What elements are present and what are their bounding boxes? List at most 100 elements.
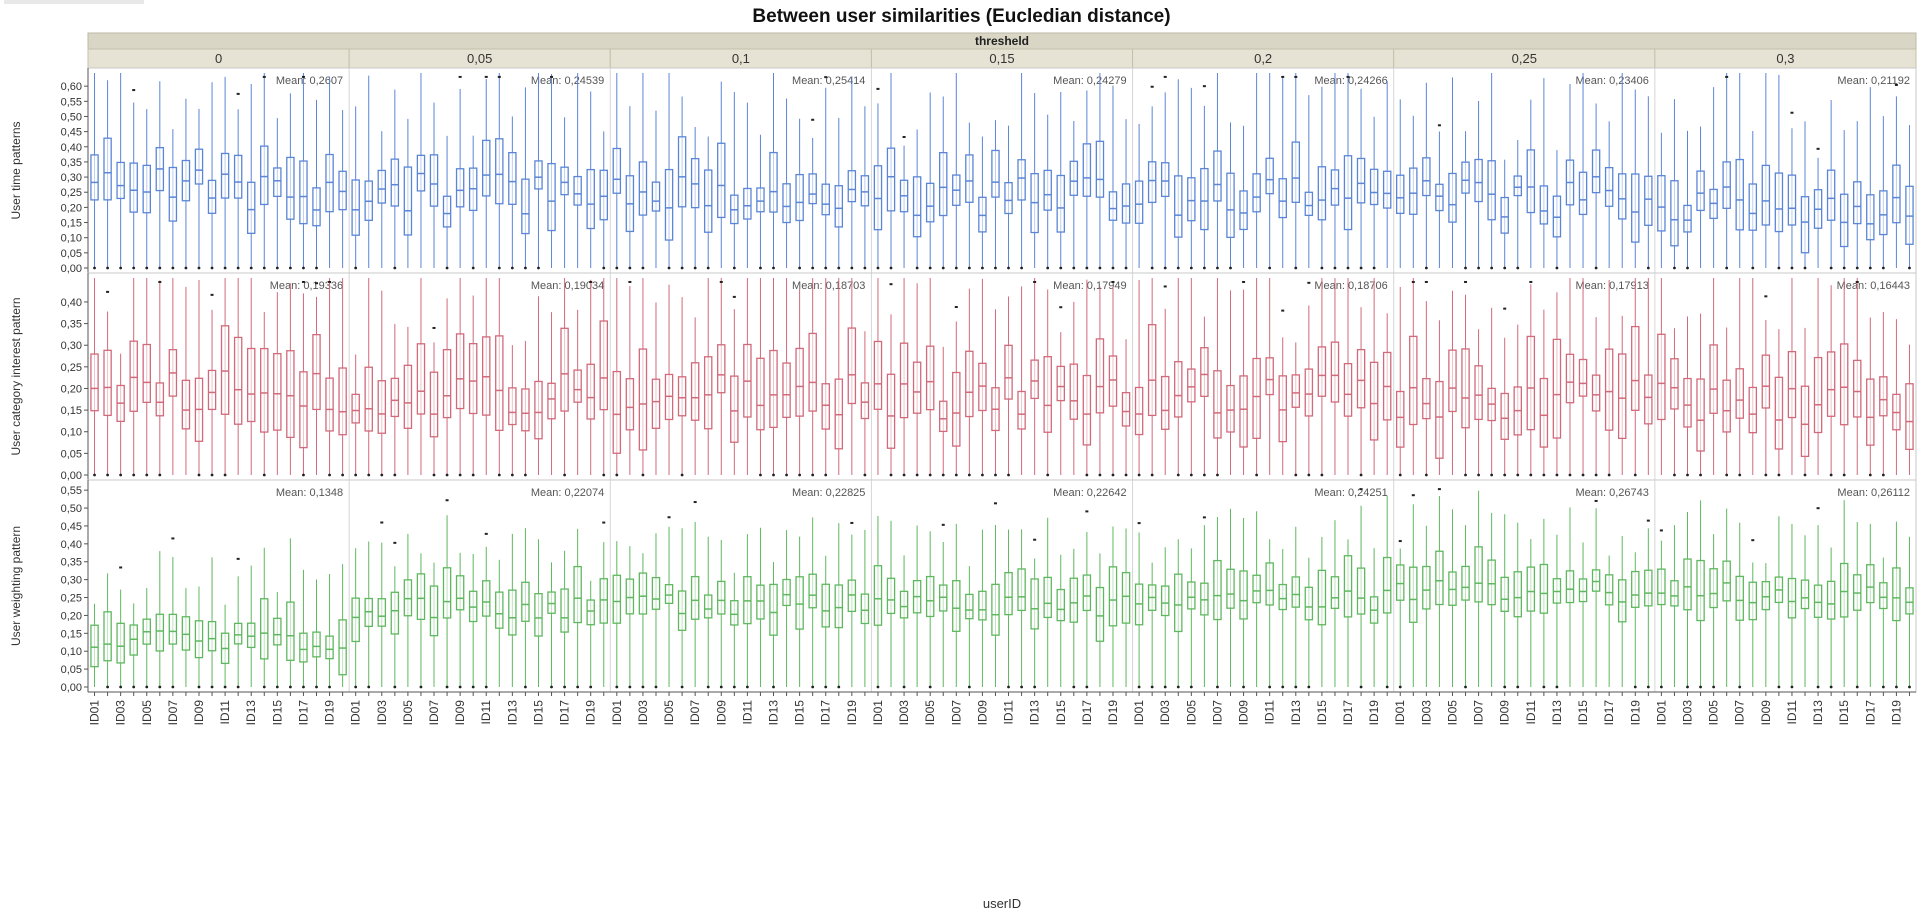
x-tick-label: ID11	[1785, 700, 1799, 725]
x-tick-label: ID15	[1054, 700, 1068, 726]
outlier-point	[1516, 266, 1520, 270]
outlier-point	[1725, 75, 1729, 78]
x-tick-label: ID13	[1811, 700, 1825, 726]
box	[1526, 566, 1536, 612]
box	[1252, 173, 1261, 213]
outlier-point	[811, 266, 815, 270]
x-tick-label: ID15	[1576, 700, 1590, 726]
box	[168, 166, 178, 222]
box	[886, 147, 896, 212]
box	[1513, 571, 1522, 618]
outlier-point	[432, 326, 436, 329]
y-tick-label: 0,00	[61, 263, 82, 275]
outlier-point	[811, 473, 815, 477]
y-tick-label: 0,05	[61, 664, 82, 676]
box	[717, 344, 726, 394]
outlier-point	[1516, 685, 1520, 689]
outlier-point	[563, 473, 566, 477]
box	[939, 584, 948, 612]
box	[1069, 577, 1079, 623]
box	[116, 161, 125, 200]
outlier-point	[524, 266, 527, 270]
box	[1696, 378, 1705, 452]
box	[168, 613, 178, 645]
outlier-point	[367, 473, 371, 477]
x-tick-label: ID05	[1445, 700, 1459, 726]
outlier-point	[1137, 473, 1141, 477]
box	[834, 584, 844, 629]
box	[1866, 194, 1875, 241]
box	[455, 575, 465, 611]
outlier-point	[732, 295, 736, 298]
box	[1409, 167, 1418, 215]
outlier-point	[967, 685, 971, 689]
box	[1905, 185, 1914, 245]
box	[939, 400, 948, 433]
outlier-point	[1699, 473, 1702, 477]
box	[1187, 368, 1196, 403]
box	[1121, 183, 1131, 224]
outlier-point	[981, 473, 984, 477]
box	[717, 142, 726, 219]
box	[1892, 164, 1901, 224]
outlier-point	[1437, 488, 1441, 491]
box	[1043, 169, 1052, 211]
outlier-point	[1333, 266, 1337, 270]
outlier-point	[1072, 685, 1076, 689]
mean-label: Mean: 0,23406	[1575, 75, 1648, 87]
outlier-point	[1855, 266, 1859, 270]
outlier-point	[1242, 685, 1245, 689]
outlier-point	[419, 685, 423, 689]
box	[573, 565, 582, 624]
box	[1409, 566, 1418, 623]
outlier-point	[210, 685, 214, 689]
box	[1474, 158, 1483, 203]
box	[1134, 180, 1144, 224]
outlier-point	[1790, 266, 1794, 270]
box	[1853, 359, 1862, 418]
box	[664, 168, 674, 241]
x-tick-label: ID15	[793, 700, 807, 726]
box	[1670, 580, 1679, 607]
outlier-point	[354, 266, 358, 270]
outlier-point	[876, 266, 880, 270]
y-tick-label: 0,55	[61, 96, 82, 108]
box	[1422, 565, 1431, 610]
box	[1291, 141, 1301, 203]
outlier-point	[1216, 266, 1219, 270]
outlier-point	[954, 306, 958, 309]
outlier-point	[145, 266, 149, 270]
box	[638, 572, 648, 615]
outlier-point	[249, 266, 253, 270]
outlier-point	[1503, 307, 1507, 310]
box	[1826, 169, 1836, 221]
box	[1604, 348, 1614, 431]
box	[1095, 338, 1105, 414]
box	[1422, 157, 1431, 197]
threshold-label: 0,3	[1776, 51, 1794, 66]
outlier-point	[1281, 685, 1285, 689]
box	[1017, 390, 1026, 430]
outlier-point	[993, 502, 997, 505]
outlier-point	[981, 266, 984, 270]
outlier-point	[1359, 488, 1363, 491]
outlier-point	[302, 685, 305, 689]
x-tick-label: ID11	[1524, 700, 1538, 725]
box	[1683, 377, 1692, 428]
box	[1396, 564, 1405, 601]
outlier-point	[1908, 685, 1911, 689]
box	[468, 342, 478, 415]
y-tick-label: 0,15	[61, 405, 82, 417]
outlier-point	[602, 473, 606, 477]
outlier-point	[1803, 473, 1807, 477]
outlier-point	[1359, 266, 1363, 270]
box	[1278, 178, 1287, 219]
box	[1030, 359, 1039, 400]
outlier-point	[1816, 147, 1820, 150]
outlier-point	[1372, 266, 1376, 270]
box	[1591, 149, 1601, 194]
outlier-point	[1085, 473, 1089, 477]
outlier-point	[811, 118, 815, 121]
outlier-point	[197, 685, 201, 689]
box	[1095, 140, 1105, 198]
